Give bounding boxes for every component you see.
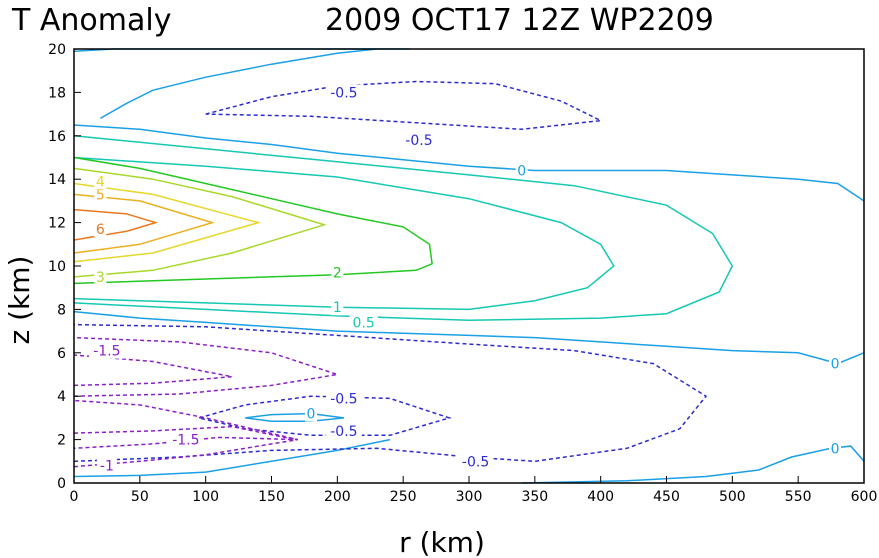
contour-lines xyxy=(73,48,865,484)
y-tick-label-4: 4 xyxy=(57,389,66,405)
contour-label-14: -1.5 xyxy=(172,433,199,449)
x-tick-label-50: 50 xyxy=(131,489,149,505)
contour-label-bg-9 xyxy=(349,314,378,331)
contour-label-15: -1 xyxy=(100,459,114,475)
chart-title-right: 2009 OCT17 12Z WP2209 xyxy=(325,3,714,38)
contour-label-bg-7 xyxy=(331,264,344,281)
contour-line-3-13 xyxy=(73,167,327,278)
contour-label-bg-3 xyxy=(94,221,107,238)
y-tick-label-14: 14 xyxy=(48,172,66,188)
contour-label-2: 0 xyxy=(517,164,526,180)
y-tick-label-18: 18 xyxy=(48,85,66,101)
contour-line-0-2 xyxy=(73,124,865,202)
contour-label-bg-1 xyxy=(400,132,437,149)
contour-line-0-4 xyxy=(73,438,391,478)
y-tick-label-8: 8 xyxy=(57,302,66,318)
contour-line--1.5-19 xyxy=(73,425,298,450)
contour-label-12: 0 xyxy=(307,407,316,423)
x-tick-label-550: 550 xyxy=(785,489,812,505)
contour-line-0-3 xyxy=(73,310,865,365)
contour-label-bg-0 xyxy=(325,84,362,101)
y-tick-label-10: 10 xyxy=(48,259,66,275)
x-axis-ticks: 0 50 100 150 200 250 300 350 400 450 500 550 600 xyxy=(70,476,878,505)
y-tick-label-16: 16 xyxy=(48,129,66,145)
chart-title-left: T Anomaly xyxy=(11,3,171,38)
contour-labels: -0.5 -0.5 0 6 54 3 2 1 0.5 -1.5 -0.5 0 -0.5 -1.5 -1 -0.… xyxy=(88,84,842,475)
y-tick-label-12: 12 xyxy=(48,216,66,232)
y-tick-label-2: 2 xyxy=(57,433,66,449)
contour-line-0.5-7 xyxy=(205,80,604,131)
contour-label-bg-14 xyxy=(167,431,204,448)
y-axis-ticks: 0 2 4 6 8 10 12 14 16 18 20 xyxy=(48,42,81,492)
x-axis-label: r (km) xyxy=(399,526,485,558)
contour-label-bg-15 xyxy=(96,457,117,474)
contour-label-bg-8 xyxy=(331,299,344,316)
contour-line-0.5-9 xyxy=(198,395,452,437)
contour-label-bg-12 xyxy=(305,405,317,422)
contour-line--1-18 xyxy=(73,336,338,397)
contour-label-0: -0.5 xyxy=(330,85,357,101)
x-tick-label-300: 300 xyxy=(456,489,483,505)
contour-line-0.5-10 xyxy=(73,135,734,322)
x-tick-label-100: 100 xyxy=(192,489,219,505)
contour-label-bg-4 xyxy=(94,186,107,203)
contour-label-bg-13 xyxy=(325,422,362,439)
contour-line-6-16 xyxy=(73,208,159,241)
contour-label-bg-16 xyxy=(457,453,494,470)
contour-line-0-5 xyxy=(521,445,865,484)
contour-line-0.5-8 xyxy=(73,323,708,463)
contour-label-3: 6 xyxy=(96,222,105,238)
contour-line--1.5-20 xyxy=(73,354,233,387)
y-axis-label: z (km) xyxy=(3,256,36,345)
contour-line-2-12 xyxy=(73,156,433,285)
contour-label-1: -0.5 xyxy=(405,133,432,149)
contour-label-17: 0 xyxy=(831,357,840,373)
contour-line-4-14 xyxy=(73,182,262,263)
contour-label-5: 4 xyxy=(96,174,105,190)
y-tick-label-0: 0 xyxy=(57,476,66,492)
contour-line-0-6 xyxy=(245,412,344,422)
contour-label-6: 3 xyxy=(96,270,105,286)
x-tick-label-200: 200 xyxy=(324,489,351,505)
contour-line-0-1 xyxy=(99,48,377,120)
x-tick-label-500: 500 xyxy=(719,489,746,505)
x-tick-label-250: 250 xyxy=(390,489,417,505)
contour-label-16: -0.5 xyxy=(462,454,489,470)
contour-label-bg-2 xyxy=(515,162,528,179)
contour-line-5-15 xyxy=(73,193,215,254)
y-tick-label-20: 20 xyxy=(48,42,66,58)
x-tick-label-150: 150 xyxy=(258,489,285,505)
x-tick-label-600: 600 xyxy=(851,489,878,505)
x-tick-label-400: 400 xyxy=(587,489,614,505)
contour-label-8: 1 xyxy=(333,300,342,316)
contour-label-bg-11 xyxy=(325,390,362,407)
plot-frame xyxy=(73,48,865,484)
contour-label-7: 2 xyxy=(333,266,342,282)
contour-label-bg-6 xyxy=(94,268,107,285)
contour-label-bg-17 xyxy=(829,355,842,372)
contour-label-bg-5 xyxy=(94,173,107,190)
contour-label-11: -0.5 xyxy=(330,391,357,407)
x-tick-label-0: 0 xyxy=(70,489,79,505)
contour-label-13: -0.5 xyxy=(330,424,357,440)
contour-label-4: 5 xyxy=(96,187,105,203)
contour-label-9: 0.5 xyxy=(353,315,375,331)
contour-label-10: -1.5 xyxy=(93,344,120,360)
contour-label-bg-18 xyxy=(829,440,842,457)
contour-label-bg-10 xyxy=(88,342,125,359)
x-tick-label-350: 350 xyxy=(521,489,548,505)
contour-label-18: 0 xyxy=(831,441,840,457)
x-tick-label-450: 450 xyxy=(653,489,680,505)
y-tick-label-6: 6 xyxy=(57,346,66,362)
